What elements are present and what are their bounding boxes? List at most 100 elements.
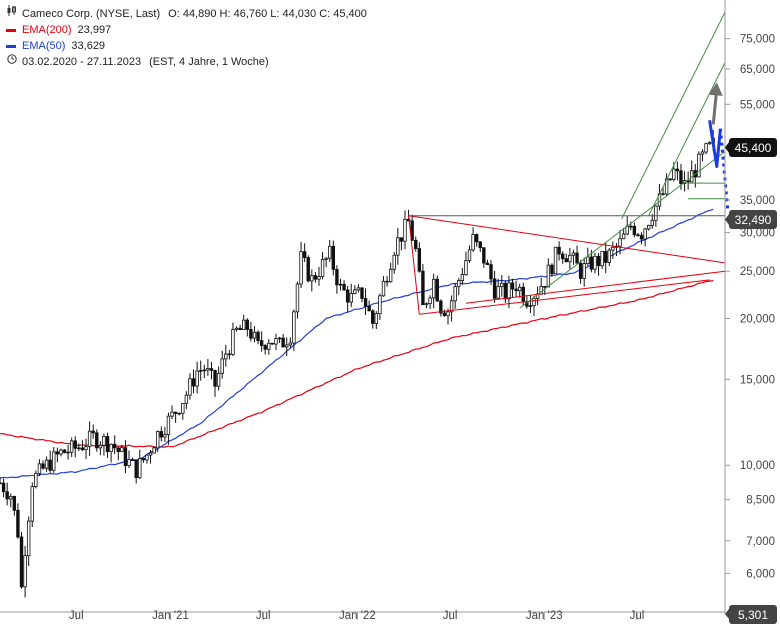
candle: [87, 421, 92, 456]
candle: [30, 482, 34, 528]
candle: [550, 263, 554, 277]
candle: [44, 456, 49, 472]
x-tick-label: Jan '23: [526, 610, 563, 622]
x-tick-label: Jul: [443, 610, 458, 622]
candle-body: [403, 218, 407, 242]
candle-body: [363, 298, 368, 307]
candle: [274, 333, 278, 350]
candle-body: [263, 345, 267, 350]
candle-body: [91, 430, 95, 434]
candle: [9, 493, 13, 508]
red-support-extension: [465, 270, 726, 304]
y-tick-label: 15,000: [740, 374, 775, 386]
candle: [586, 247, 590, 267]
candle: [277, 336, 282, 343]
candle-body: [209, 368, 214, 371]
clock-icon: [6, 54, 18, 70]
candle: [704, 142, 708, 155]
candle: [216, 366, 221, 391]
candle-body: [517, 286, 522, 292]
candle-body: [1, 482, 6, 493]
candle-body: [514, 288, 518, 292]
candle-body: [270, 342, 275, 345]
candle: [26, 516, 31, 567]
candle-body: [95, 432, 99, 449]
candle: [317, 266, 321, 286]
y-tick-label: 8,500: [746, 495, 775, 507]
candle-body: [199, 370, 203, 372]
candle: [442, 309, 447, 317]
candle-body: [288, 342, 293, 346]
axes: [0, 0, 726, 614]
candle-body: [471, 234, 475, 251]
candle: [378, 293, 382, 320]
candle: [52, 446, 56, 473]
candle-body: [220, 358, 224, 374]
candle: [353, 285, 357, 295]
candle-body: [643, 228, 647, 240]
candle-body: [654, 205, 658, 221]
candle: [166, 412, 171, 445]
candle: [105, 432, 110, 458]
candle: [428, 295, 432, 309]
legend-ema200-label: EMA(200): [22, 24, 72, 36]
candle-body: [442, 312, 447, 317]
candle: [553, 246, 558, 275]
candle-body: [227, 353, 232, 356]
candle-body: [256, 331, 260, 341]
candle-body: [281, 337, 285, 348]
candle: [313, 271, 318, 283]
candle-body: [123, 447, 128, 467]
triangle-left-edge: [408, 215, 420, 315]
candle: [435, 275, 439, 302]
candlestick-icon: [6, 5, 18, 22]
x-tick-label: Jul: [630, 610, 645, 622]
candle: [123, 440, 128, 474]
candle: [209, 361, 214, 380]
candle: [102, 433, 106, 456]
candle: [116, 446, 120, 461]
candle-body: [482, 247, 486, 264]
candle: [707, 141, 712, 145]
candle-body: [274, 338, 278, 345]
candle: [611, 241, 615, 259]
candle-body: [621, 233, 626, 240]
candle-body: [392, 254, 396, 270]
y-tick-label: 7,000: [746, 536, 775, 548]
candle-body: [428, 297, 432, 305]
candle: [55, 447, 60, 463]
candle-body: [267, 342, 271, 350]
candle: [460, 268, 465, 286]
candle-body: [148, 452, 153, 456]
candle: [292, 309, 296, 351]
candle-body: [582, 263, 586, 279]
candle-body: [9, 496, 13, 500]
y-axis-ticks: 6,000 7,000 8,500 10,000 15,000 20,000 25,000 3…: [725, 34, 775, 580]
candle-body: [331, 245, 336, 270]
candle-body: [697, 153, 701, 178]
candle-body: [224, 353, 228, 360]
candle-body: [510, 282, 515, 290]
candle-body: [231, 329, 235, 355]
candle: [252, 325, 257, 343]
candle: [288, 337, 293, 348]
candle-body: [112, 443, 117, 449]
candle: [500, 274, 504, 297]
candle-body: [202, 369, 206, 372]
candle-body: [704, 143, 708, 153]
candle: [618, 230, 622, 255]
candle-body: [356, 287, 361, 291]
candle: [270, 342, 275, 345]
candle: [399, 237, 404, 251]
candle: [231, 322, 235, 357]
candle: [302, 243, 307, 262]
candle-body: [295, 283, 300, 313]
candle: [285, 337, 289, 357]
candle-body: [647, 225, 651, 230]
candle: [700, 149, 705, 162]
candle: [517, 283, 522, 298]
candle: [335, 265, 339, 294]
candle: [661, 187, 665, 196]
candle-body: [328, 245, 332, 259]
candle: [535, 286, 540, 306]
